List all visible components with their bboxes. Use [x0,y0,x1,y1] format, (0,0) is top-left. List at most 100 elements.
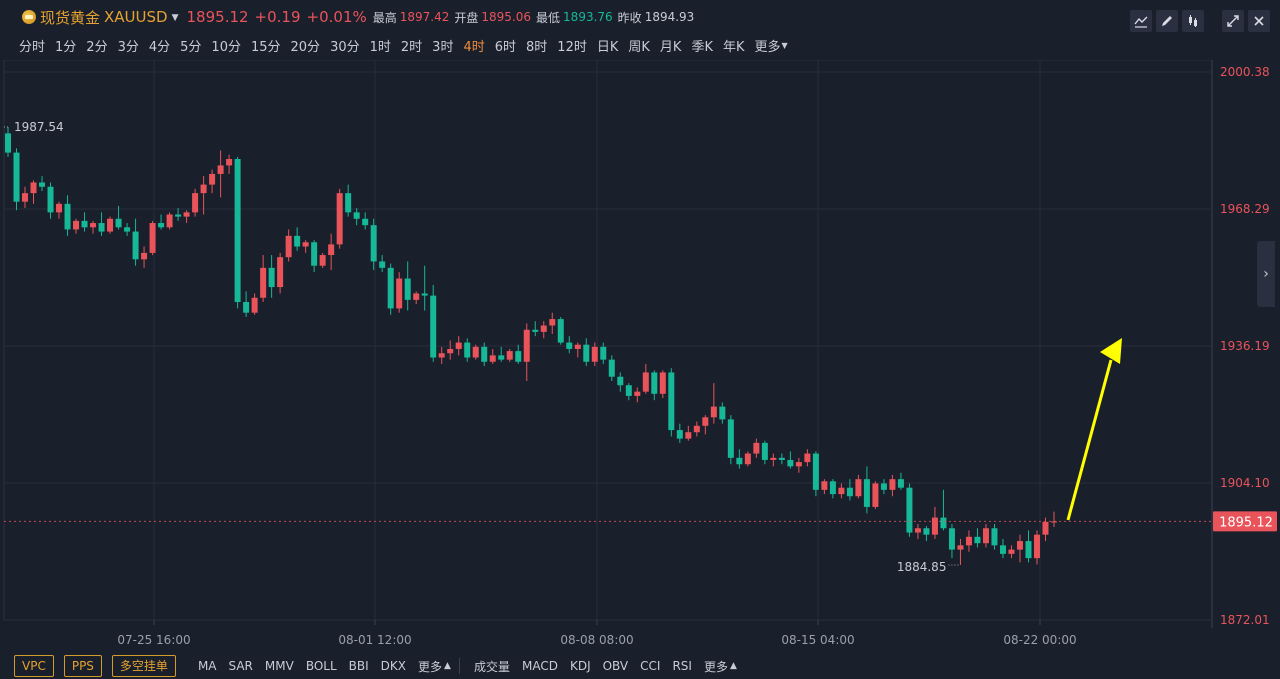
pen-icon[interactable] [1156,10,1178,32]
candle-body[interactable] [141,252,148,260]
candle-body[interactable] [906,487,913,533]
candle-body[interactable] [396,278,403,309]
candle-body[interactable] [770,457,777,460]
candle-body[interactable] [413,293,420,300]
candle-body[interactable] [778,457,785,460]
sub-indicator-2[interactable]: KDJ [569,659,591,673]
candle-body[interactable] [787,459,794,467]
candle-body[interactable] [285,235,292,258]
candle-body[interactable] [302,242,309,247]
candlestick-chart[interactable]: 2000.38 1968.29 1936.19 1904.10 1872.01 07-25… [0,59,1280,652]
candle-body[interactable] [744,453,751,465]
candle-body[interactable] [999,545,1006,554]
main-more-caret-icon[interactable]: ▲ [444,661,451,671]
candle-body[interactable] [183,212,190,217]
candle-body[interactable] [753,442,760,454]
candle-body[interactable] [30,182,37,194]
sub-indicator-5[interactable]: RSI [672,659,692,673]
candle-body[interactable] [642,372,649,392]
candle-body[interactable] [914,528,921,533]
candle-body[interactable] [557,319,564,343]
candle-body[interactable] [149,223,156,253]
timeframe-19[interactable]: 月K [659,39,682,55]
candle-body[interactable] [319,255,326,266]
candle-body[interactable] [923,528,930,535]
timeframe-2[interactable]: 2分 [86,39,108,55]
main-indicator-1[interactable]: SAR [228,659,253,673]
candle-body[interactable] [651,372,658,394]
candle-body[interactable] [982,528,989,544]
footer-button-0[interactable]: VPC [14,655,54,677]
expand-icon[interactable] [1222,10,1244,32]
candle-body[interactable] [1051,521,1057,523]
candle-body[interactable] [948,528,955,550]
candle-body[interactable] [226,159,233,166]
timeframe-9[interactable]: 30分 [330,39,360,55]
candle-body[interactable] [897,479,904,488]
candle-body[interactable] [957,545,964,550]
footer-button-2[interactable]: 多空挂单 [111,655,176,677]
candle-body[interactable] [727,419,734,458]
sub-indicator-3[interactable]: OBV [602,659,629,673]
candle-body[interactable] [13,152,20,202]
timeframe-8[interactable]: 20分 [290,39,321,55]
candle-body[interactable] [991,528,998,546]
sub-more-caret-icon[interactable]: ▲ [729,661,737,671]
candle-body[interactable] [625,385,632,396]
candle-body[interactable] [455,342,462,349]
candle-body[interactable] [22,193,29,202]
candle-body[interactable] [515,351,522,362]
sub-indicator-4[interactable]: CCI [640,659,661,673]
candle-body[interactable] [5,133,11,153]
candle-body[interactable] [600,346,607,360]
timeframe-7[interactable]: 15分 [250,39,281,55]
sub-indicator-1[interactable]: MACD [521,659,558,673]
timeframe-16[interactable]: 12时 [557,39,587,55]
candle-body[interactable] [294,235,301,247]
candle-body[interactable] [166,214,173,228]
timeframe-0[interactable]: 分时 [19,39,46,55]
candle-body[interactable] [209,173,216,185]
candle-body[interactable] [107,218,114,232]
candle-body[interactable] [863,479,870,507]
candle-body[interactable] [175,214,182,217]
candle-body[interactable] [889,479,896,490]
timeframe-more-caret-icon[interactable]: ▼ [781,40,788,50]
candle-body[interactable] [56,203,63,213]
candle-body[interactable] [404,278,411,300]
main-indicator-5[interactable]: DKX [380,659,407,673]
candle-body[interactable] [447,348,454,354]
sub-indicator-0[interactable]: 成交量 [473,659,510,674]
candle-body[interactable] [523,329,530,362]
candle-body[interactable] [489,355,496,362]
candle-body[interactable] [73,220,80,230]
candle-body[interactable] [676,430,683,439]
candle-body[interactable] [1025,541,1032,559]
candle-body[interactable] [370,225,377,262]
candle-body[interactable] [243,302,250,313]
close-icon[interactable] [1248,10,1270,32]
candle-body[interactable] [1033,534,1040,559]
candle-body[interactable] [634,391,641,396]
candle-body[interactable] [260,267,267,298]
candle-body[interactable] [345,193,352,213]
timeframe-3[interactable]: 3分 [117,39,139,55]
candle-body[interactable] [591,346,598,362]
timeframe-21[interactable]: 年K [722,39,745,55]
candle-body[interactable] [880,483,887,490]
timeframe-4[interactable]: 4分 [148,39,171,55]
candle-body[interactable] [438,353,445,358]
timeframe-5[interactable]: 5分 [180,39,202,55]
timeframe-14[interactable]: 6时 [494,39,517,55]
footer-button-1[interactable]: PPS [63,655,102,677]
candle-body[interactable] [846,487,853,497]
candle-style-icon[interactable] [1182,10,1204,32]
candle-body[interactable] [158,223,165,228]
timeframe-1[interactable]: 1分 [55,39,77,55]
candle-body[interactable] [702,417,709,426]
candle-body[interactable] [812,453,819,490]
timeframe-13[interactable]: 4时 [463,39,485,55]
candle-body[interactable] [481,346,488,362]
candle-body[interactable] [472,346,479,358]
candle-body[interactable] [464,342,471,358]
